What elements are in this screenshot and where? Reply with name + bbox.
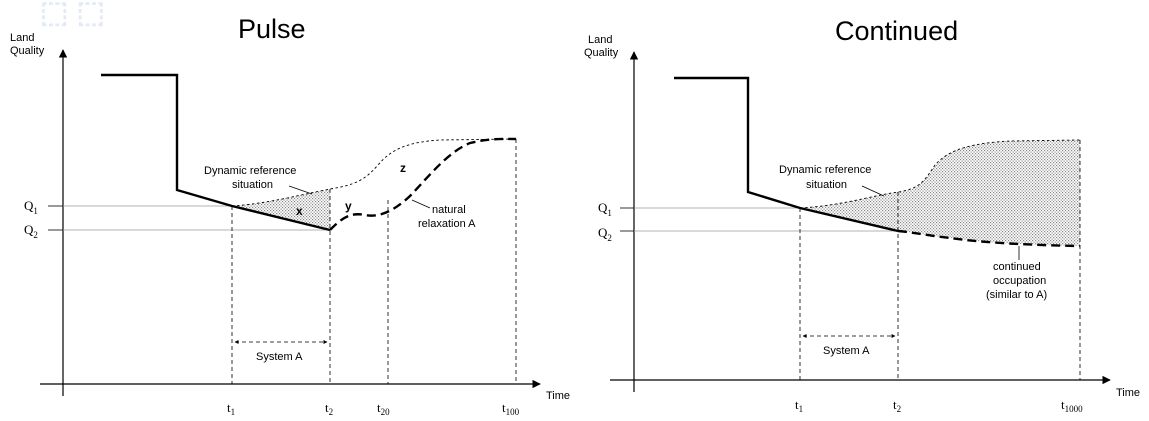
q2-label-pulse: Q2 [24, 222, 38, 240]
x-axis-label-pulse: Time [546, 390, 570, 402]
land-quality-line-continued [674, 76, 899, 233]
x-axis-label-continued: Time [1116, 387, 1140, 399]
q1-label-pulse: Q1 [24, 198, 38, 216]
panel-title-pulse: Pulse [238, 14, 306, 44]
zone-y-label: y [345, 199, 352, 213]
tick-t1-pulse: t1 [227, 400, 235, 417]
tick-t2-pulse: t2 [325, 400, 333, 417]
relaxation-label-line1: natural [432, 204, 466, 216]
watermark: ⬚ ⬚ [40, 0, 105, 29]
y-axis-label-line1: Land [10, 32, 34, 44]
reference-leader-continued [861, 185, 885, 197]
dynamic-reference-curve-continued [799, 139, 1081, 209]
reference-leader-pulse [288, 185, 313, 195]
system-a-label-continued: System A [823, 345, 870, 357]
relaxation-label-line2: relaxation A [418, 218, 476, 230]
relaxation-leader [411, 199, 431, 209]
y-axis-label-line2-continued: Quality [584, 47, 619, 59]
natural-relaxation-curve [329, 137, 517, 231]
dynamic-reference-curve-pulse [231, 138, 517, 207]
reference-label-line2-continued: situation [806, 179, 847, 191]
tick-t2-continued: t2 [893, 397, 901, 414]
zone-x-label: x [296, 204, 303, 218]
reference-label-line2-pulse: situation [232, 179, 273, 191]
occupation-label-line3: (similar to A) [986, 289, 1047, 301]
area-continued [800, 140, 1080, 246]
panel-pulse: Pulse Land Quality Time Q1 Q2 x y z [10, 14, 570, 417]
tick-t1000-continued: t1000 [1061, 397, 1083, 414]
q2-label-continued: Q2 [598, 225, 612, 243]
panel-title-continued: Continued [835, 16, 958, 46]
land-quality-line-pulse [101, 73, 331, 232]
y-axis-label-line2: Quality [10, 45, 45, 57]
tick-t1-continued: t1 [795, 397, 803, 414]
q1-label-continued: Q1 [598, 200, 612, 218]
occupation-label-line2: occupation [993, 275, 1046, 287]
y-axis-label-line1-continued: Land [588, 34, 612, 46]
tick-t100-pulse: t100 [502, 400, 520, 417]
panel-continued: Continued Land Quality Time Q1 Q2 Dynami… [584, 16, 1140, 414]
reference-label-line1-pulse: Dynamic reference [204, 165, 296, 177]
system-a-label-pulse: System A [256, 351, 303, 363]
zone-z-label: z [400, 161, 406, 175]
tick-t20-pulse: t20 [377, 400, 390, 417]
occupation-label-line1: continued [993, 261, 1041, 273]
continued-occupation-curve [897, 229, 1081, 248]
area-x [232, 189, 330, 230]
reference-label-line1-continued: Dynamic reference [779, 164, 871, 176]
